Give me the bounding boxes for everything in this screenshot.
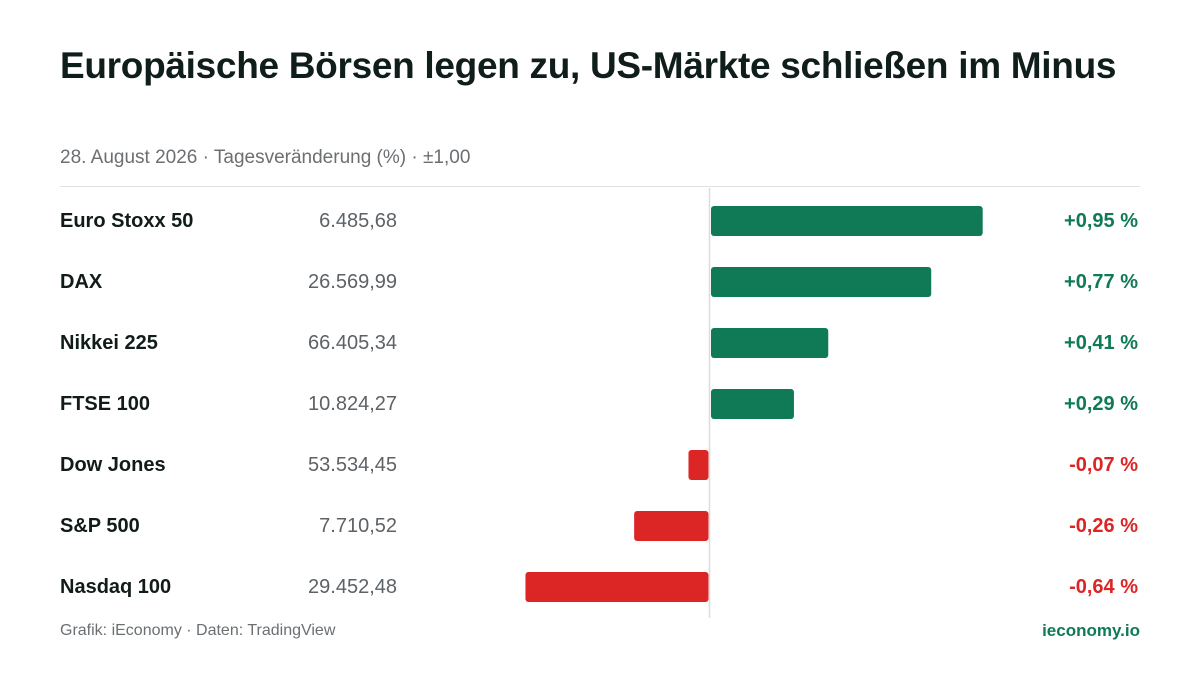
- bar-row: FTSE 100 10.824,27 +0,29 %: [60, 389, 1138, 419]
- index-name-label: DAX: [60, 271, 103, 293]
- change-bar: [711, 267, 932, 297]
- index-price-label: 26.569,99: [308, 271, 397, 293]
- change-value-label: +0,95 %: [1064, 210, 1138, 232]
- index-price-label: 7.710,52: [319, 515, 397, 537]
- change-value-label: +0,29 %: [1064, 393, 1138, 415]
- index-name-label: FTSE 100: [60, 393, 150, 415]
- bar-row: Nasdaq 100 29.452,48 -0,64 %: [60, 572, 1138, 602]
- change-value-label: -0,07 %: [1069, 454, 1138, 476]
- bar-row: Euro Stoxx 50 6.485,68 +0,95 %: [60, 206, 1138, 236]
- index-price-label: 66.405,34: [308, 332, 397, 354]
- index-price-label: 29.452,48: [308, 576, 397, 598]
- bar-row: DAX 26.569,99 +0,77 %: [60, 267, 1138, 297]
- chart-subtitle: 28. August 2026 · Tagesveränderung (%) ·…: [60, 147, 471, 168]
- change-bar: [688, 450, 709, 480]
- change-bar: [711, 328, 829, 358]
- change-value-label: +0,41 %: [1064, 332, 1138, 354]
- index-price-label: 53.534,45: [308, 454, 397, 476]
- index-name-label: S&P 500: [60, 515, 140, 537]
- index-price-label: 6.485,68: [319, 210, 397, 232]
- change-bar: [525, 572, 709, 602]
- index-name-label: Euro Stoxx 50: [60, 210, 193, 232]
- index-name-label: Dow Jones: [60, 454, 166, 476]
- change-bar: [711, 206, 983, 236]
- bar-row: S&P 500 7.710,52 -0,26 %: [60, 511, 1138, 541]
- change-value-label: +0,77 %: [1064, 271, 1138, 293]
- index-name-label: Nikkei 225: [60, 332, 158, 354]
- change-value-label: -0,26 %: [1069, 515, 1138, 537]
- bar-row: Nikkei 225 66.405,34 +0,41 %: [60, 328, 1138, 358]
- change-bar: [634, 511, 709, 541]
- header-divider: [60, 186, 1140, 187]
- bar-row: Dow Jones 53.534,45 -0,07 %: [60, 450, 1138, 480]
- change-bar-chart: Euro Stoxx 50 6.485,68 +0,95 % DAX 26.569,99…: [60, 188, 1138, 618]
- change-value-label: -0,64 %: [1069, 576, 1138, 598]
- index-price-label: 10.824,27: [308, 393, 397, 415]
- source-credit: Grafik: iEconomy · Daten: TradingView: [60, 622, 336, 639]
- page-title: Europäische Börsen legen zu, US-Märkte s…: [60, 45, 1117, 86]
- index-name-label: Nasdaq 100: [60, 576, 171, 598]
- change-bar: [711, 389, 794, 419]
- brand-link[interactable]: ieconomy.io: [1042, 621, 1140, 640]
